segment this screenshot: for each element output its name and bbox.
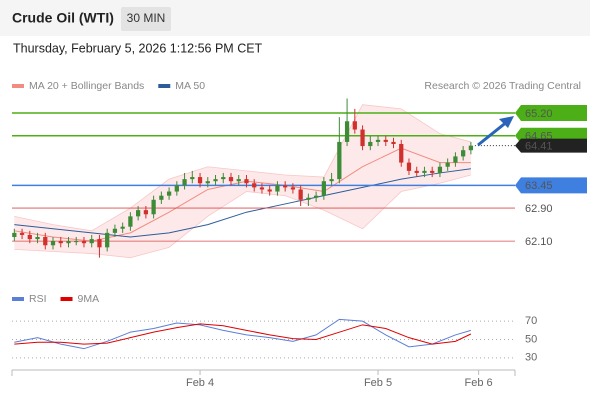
- candle-body: [89, 239, 94, 244]
- candle-body: [136, 210, 141, 217]
- band-lower: [14, 174, 471, 259]
- candle-body: [422, 170, 427, 173]
- candle-body: [360, 129, 365, 147]
- legend-label: 9MA: [78, 293, 100, 305]
- candle-body: [321, 181, 326, 196]
- candle-body: [352, 121, 357, 130]
- candle-body: [306, 197, 311, 200]
- indicator-line: [14, 323, 472, 345]
- candle-body: [313, 195, 319, 198]
- legend-swatch: [60, 297, 73, 301]
- candle-body: [66, 241, 71, 244]
- candle-body: [406, 162, 412, 171]
- candle-body: [197, 177, 203, 184]
- candle-body: [27, 234, 32, 240]
- ma50-line: [14, 168, 471, 238]
- y-tick-label: 30: [525, 352, 537, 364]
- candle-body: [143, 210, 149, 215]
- bollinger-band: [14, 104, 471, 258]
- candle-body: [166, 191, 172, 196]
- candle-body: [159, 195, 164, 200]
- candle-body: [174, 185, 179, 192]
- candle-body: [244, 179, 249, 184]
- candle-body: [58, 241, 63, 244]
- timeframe-button[interactable]: [121, 7, 171, 31]
- candle-body: [453, 156, 458, 163]
- candle-body: [151, 199, 156, 215]
- level-label: 65.20: [525, 108, 553, 120]
- datetime: Thursday, February 5, 2026 1:12:56 PM CE…: [13, 41, 263, 55]
- instrument-title: Crude Oil (WTI): [12, 10, 114, 26]
- candle-body: [468, 145, 474, 151]
- candle-body: [344, 121, 350, 142]
- y-tick-label: 50: [525, 333, 537, 345]
- candle-body: [252, 183, 257, 188]
- candle-body: [213, 179, 218, 182]
- candle-body: [430, 170, 435, 173]
- candle-body: [461, 150, 466, 157]
- candle-body: [391, 141, 396, 144]
- candle-body: [120, 226, 125, 229]
- candle-body: [259, 187, 265, 190]
- level-tag: [515, 104, 587, 121]
- candle-body: [445, 162, 450, 167]
- x-tick-label: Feb 4: [186, 377, 214, 389]
- credit: Research © 2026 Trading Central: [424, 80, 581, 92]
- candle-body: [399, 143, 404, 163]
- candle-body: [190, 177, 195, 180]
- band-upper: [14, 104, 471, 232]
- legend-swatch: [158, 84, 171, 88]
- legend-swatch: [12, 297, 24, 301]
- candle-body: [375, 139, 381, 142]
- candle-body: [298, 189, 303, 200]
- timeframe-label[interactable]: 30 MIN: [127, 11, 166, 25]
- candle-body: [74, 241, 79, 243]
- candle-body: [329, 179, 334, 182]
- candle-body: [97, 239, 102, 248]
- legend-label: RSI: [29, 293, 47, 305]
- candle-body: [290, 187, 296, 190]
- candle-body: [228, 177, 234, 182]
- legend-label: MA 20 + Bollinger Bands: [29, 80, 144, 92]
- forecast-arrowhead: [499, 116, 514, 128]
- level-label: 63.45: [525, 180, 553, 192]
- candle-body: [105, 232, 110, 248]
- y-tick-label: 70: [525, 315, 537, 327]
- candle-body: [12, 232, 17, 238]
- candle-body: [337, 141, 342, 180]
- candle-body: [221, 177, 226, 180]
- candle-body: [19, 232, 25, 235]
- candle-body: [267, 189, 272, 192]
- x-tick-label: Feb 5: [364, 377, 392, 389]
- header-bar: [0, 0, 590, 36]
- candle-body: [205, 181, 210, 184]
- legend-swatch: [12, 84, 24, 88]
- legend-label: MA 50: [175, 80, 205, 92]
- last-price-label: 64.41: [525, 141, 553, 153]
- candle-body: [283, 185, 288, 188]
- candle-body: [50, 241, 56, 246]
- level-label: 62.10: [525, 236, 553, 248]
- x-tick-label: Feb 6: [465, 377, 493, 389]
- candle-body: [414, 170, 419, 173]
- last-price-tag: [515, 138, 587, 153]
- candle-body: [383, 139, 388, 142]
- candle-body: [128, 216, 133, 227]
- candle-body: [236, 179, 241, 182]
- candle-body: [112, 228, 118, 233]
- candle-body: [182, 179, 187, 186]
- indicator-line: [14, 318, 472, 350]
- forecast-arrow: [477, 119, 509, 147]
- candle-body: [275, 185, 280, 192]
- candle-body: [437, 166, 443, 173]
- level-tag: [515, 177, 587, 194]
- candle-body: [368, 141, 373, 147]
- level-label: 62.90: [525, 203, 553, 215]
- candle-body: [35, 237, 40, 240]
- candle-body: [43, 237, 48, 246]
- candle-body: [81, 241, 87, 244]
